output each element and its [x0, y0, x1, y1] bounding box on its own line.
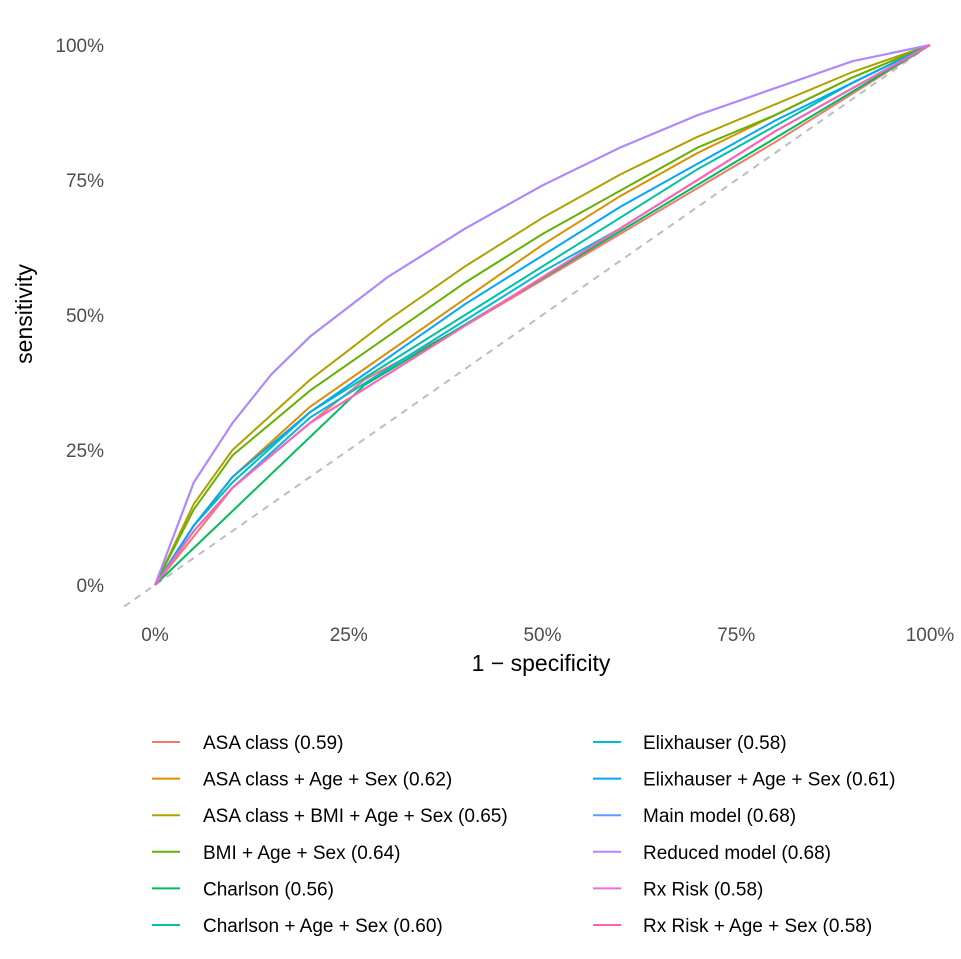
legend-item: Elixhauser (0.58) [593, 733, 787, 754]
y-tick-label: 75% [66, 171, 104, 192]
legend-label: Elixhauser (0.58) [643, 733, 787, 754]
y-axis-title: sensitivity [11, 264, 37, 364]
reference-diagonal-line [123, 44, 931, 608]
y-tick-label: 100% [55, 36, 104, 57]
y-axis-ticks: 0% 25% 50% 75% 100% [55, 36, 104, 597]
legend-item: Reduced model (0.68) [593, 843, 831, 864]
reference-diagonal-layer [123, 44, 931, 608]
x-tick-label: 50% [523, 625, 561, 646]
legend-item: Charlson + Age + Sex (0.60) [152, 916, 443, 937]
roc-curve-1 [154, 44, 931, 586]
legend-label: Main model (0.68) [643, 806, 796, 827]
legend-item: Rx Risk + Age + Sex (0.58) [593, 916, 872, 937]
y-tick-label: 25% [66, 441, 104, 462]
legend-label: Rx Risk + Age + Sex (0.58) [643, 916, 872, 937]
legend: ASA class (0.59) ASA class + Age + Sex (0… [152, 733, 895, 937]
legend-label: Charlson + Age + Sex (0.60) [203, 916, 443, 937]
legend-label: Elixhauser + Age + Sex (0.61) [643, 770, 895, 791]
roc-curve-10 [154, 44, 931, 586]
legend-label: BMI + Age + Sex (0.64) [203, 843, 401, 864]
roc-curve-12 [154, 44, 931, 586]
roc-curve-6 [154, 44, 931, 586]
legend-item: Charlson (0.56) [152, 879, 334, 900]
legend-label: Reduced model (0.68) [643, 843, 831, 864]
x-axis-ticks: 0% 25% 50% 75% 100% [141, 625, 954, 646]
roc-curve-3 [154, 44, 931, 586]
legend-label: ASA class (0.59) [203, 733, 343, 754]
legend-item: Elixhauser + Age + Sex (0.61) [593, 770, 895, 791]
roc-curve-5 [154, 44, 931, 586]
legend-item: ASA class (0.59) [152, 733, 343, 754]
y-tick-label: 50% [66, 306, 104, 327]
x-tick-label: 100% [906, 625, 955, 646]
legend-label: ASA class + BMI + Age + Sex (0.65) [203, 806, 508, 827]
roc-curves-layer [154, 44, 931, 586]
legend-item: Main model (0.68) [593, 806, 796, 827]
legend-label: Charlson (0.56) [203, 879, 334, 900]
legend-label: Rx Risk (0.58) [643, 879, 763, 900]
x-tick-label: 75% [717, 625, 755, 646]
roc-curve-4 [154, 44, 931, 586]
legend-item: ASA class + BMI + Age + Sex (0.65) [152, 806, 508, 827]
legend-item: BMI + Age + Sex (0.64) [152, 843, 401, 864]
legend-item: Rx Risk (0.58) [593, 879, 763, 900]
roc-curve-8 [154, 44, 931, 586]
x-axis-title: 1 − specificity [472, 650, 611, 676]
x-tick-label: 0% [141, 625, 169, 646]
legend-item: ASA class + Age + Sex (0.62) [152, 770, 452, 791]
legend-label: ASA class + Age + Sex (0.62) [203, 770, 452, 791]
y-tick-label: 0% [77, 576, 105, 597]
x-tick-label: 25% [330, 625, 368, 646]
